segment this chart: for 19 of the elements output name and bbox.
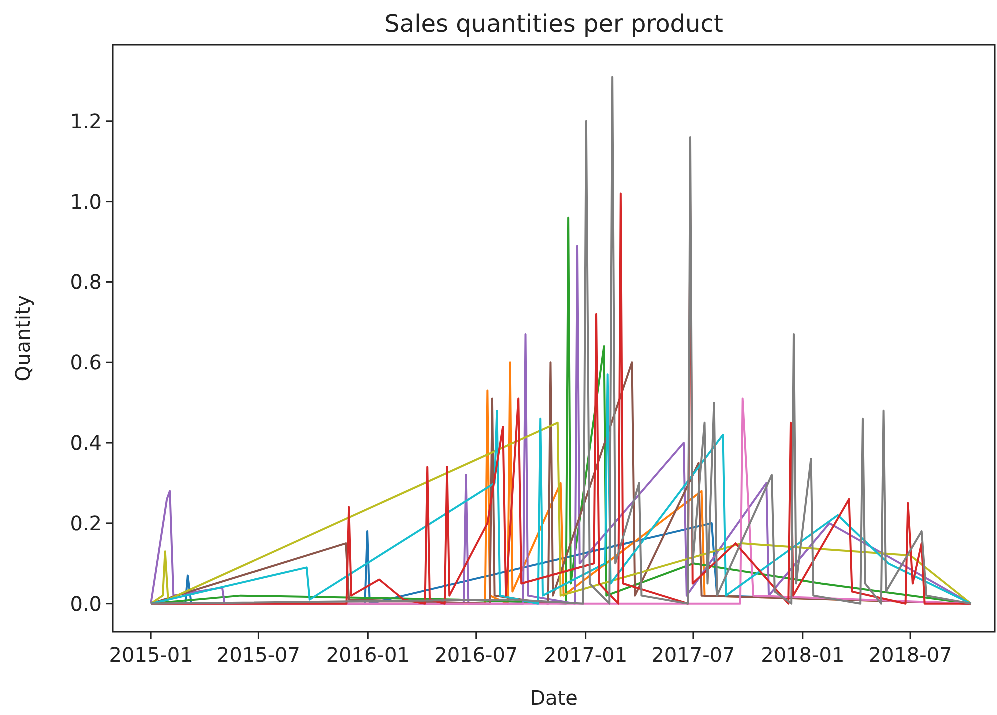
y-tick-label: 0.8 (70, 270, 102, 294)
chart-title: Sales quantities per product (384, 10, 724, 38)
x-tick-label: 2017-01 (544, 643, 628, 667)
y-tick-label: 1.2 (70, 109, 102, 134)
x-tick-label: 2016-01 (326, 643, 410, 667)
y-tick-label: 0.0 (70, 592, 102, 616)
y-tick-label: 0.2 (70, 511, 102, 536)
x-axis-title: Date (530, 686, 578, 710)
x-tick-label: 2018-01 (761, 643, 845, 667)
x-tick-label: 2016-07 (434, 643, 518, 667)
x-tick-label: 2015-01 (109, 643, 193, 667)
y-tick-label: 0.6 (70, 350, 102, 375)
x-tick-label: 2018-07 (868, 643, 952, 667)
x-tick-label: 2015-07 (216, 643, 300, 667)
y-tick-label: 0.4 (70, 431, 102, 456)
y-axis-title: Quantity (11, 295, 35, 382)
line-series (150, 76, 972, 605)
y-tick-label: 1.0 (70, 190, 102, 214)
x-tick-label: 2017-07 (652, 643, 736, 667)
